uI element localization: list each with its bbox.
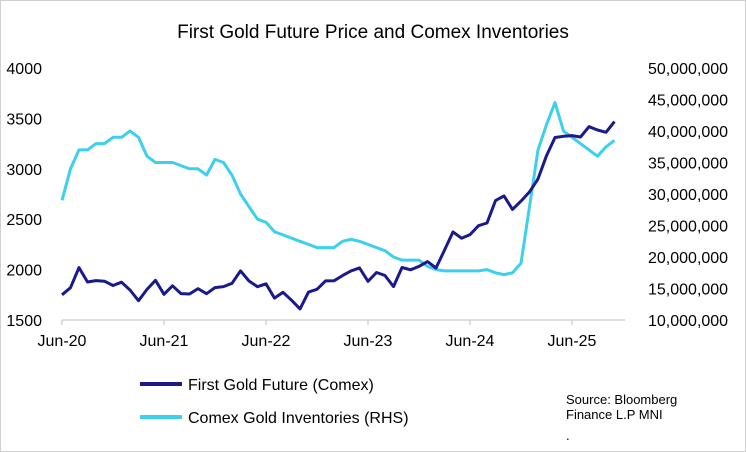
y-left-tick-label: 2500 [6, 212, 42, 229]
y-right-tick-label: 15,000,000 [648, 282, 728, 299]
y-left-tick-label: 2000 [6, 263, 42, 280]
x-tick-label: Jun-21 [140, 333, 189, 350]
x-tick-label: Jun-24 [446, 333, 495, 350]
y-right-tick-label: 35,000,000 [648, 156, 728, 173]
source-line-3: . [566, 428, 570, 443]
y-right-tick-label: 25,000,000 [648, 219, 728, 236]
x-tick-label: Jun-25 [548, 333, 597, 350]
source-line-2: Finance L.P MNI [566, 407, 663, 422]
x-tick-label: Jun-23 [344, 333, 393, 350]
x-tick-label: Jun-22 [242, 333, 291, 350]
y-right-tick-label: 20,000,000 [648, 250, 728, 267]
y-right-tick-label: 40,000,000 [648, 124, 728, 141]
y-left-tick-label: 3500 [6, 111, 42, 128]
legend-label-inventories: Comex Gold Inventories (RHS) [188, 410, 409, 427]
y-right-tick-label: 10,000,000 [648, 313, 728, 330]
series-line-comex-inventories [60, 101, 616, 277]
y-right-tick-label: 45,000,000 [648, 93, 728, 110]
legend-label-gold: First Gold Future (Comex) [188, 377, 374, 394]
y-right-tick-label: 50,000,000 [648, 61, 728, 78]
y-left-tick-label: 4000 [6, 61, 42, 78]
x-tick-label: Jun-20 [38, 333, 87, 350]
chart-title: First Gold Future Price and Comex Invent… [177, 22, 569, 43]
y-left-tick-label: 3000 [6, 162, 42, 179]
y-right-tick-label: 30,000,000 [648, 187, 728, 204]
series-line-gold-future [61, 120, 616, 311]
source-line-1: Source: Bloomberg [566, 392, 678, 407]
y-left-tick-label: 1500 [6, 313, 42, 330]
